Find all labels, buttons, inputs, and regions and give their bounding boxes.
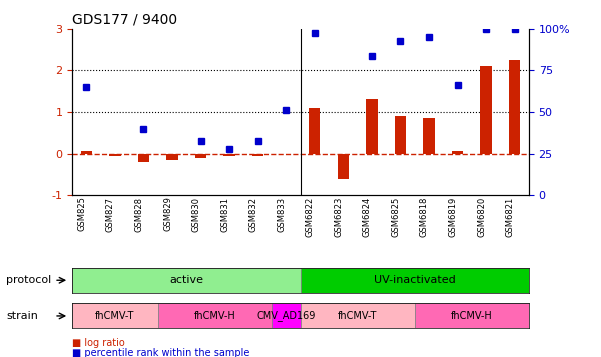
- Bar: [366, 99, 377, 154]
- Bar: [252, 154, 263, 156]
- Text: fhCMV-T: fhCMV-T: [95, 311, 135, 321]
- Text: active: active: [169, 275, 203, 285]
- Text: GDS177 / 9400: GDS177 / 9400: [72, 12, 177, 26]
- FancyBboxPatch shape: [72, 303, 157, 328]
- Bar: [195, 154, 206, 158]
- Text: fhCMV-H: fhCMV-H: [451, 311, 493, 321]
- Text: ■ percentile rank within the sample: ■ percentile rank within the sample: [72, 348, 249, 357]
- Bar: [224, 154, 235, 156]
- Bar: [309, 108, 320, 154]
- Text: ■ log ratio: ■ log ratio: [72, 338, 125, 348]
- Text: fhCMV-T: fhCMV-T: [338, 311, 377, 321]
- FancyBboxPatch shape: [72, 268, 300, 293]
- Bar: [338, 154, 349, 178]
- Bar: [395, 116, 406, 154]
- FancyBboxPatch shape: [415, 303, 529, 328]
- Bar: [109, 154, 121, 156]
- FancyBboxPatch shape: [300, 268, 529, 293]
- Bar: [166, 154, 178, 160]
- Bar: [138, 154, 149, 162]
- Bar: [480, 66, 492, 154]
- Bar: [452, 151, 463, 154]
- FancyBboxPatch shape: [300, 303, 415, 328]
- Bar: [81, 151, 92, 154]
- Text: CMV_AD169: CMV_AD169: [257, 311, 316, 321]
- FancyBboxPatch shape: [272, 303, 300, 328]
- Text: strain: strain: [6, 311, 38, 321]
- FancyBboxPatch shape: [157, 303, 272, 328]
- Bar: [423, 118, 435, 154]
- Text: UV-inactivated: UV-inactivated: [374, 275, 456, 285]
- Text: fhCMV-H: fhCMV-H: [194, 311, 236, 321]
- Text: protocol: protocol: [6, 275, 51, 285]
- Bar: [509, 60, 520, 154]
